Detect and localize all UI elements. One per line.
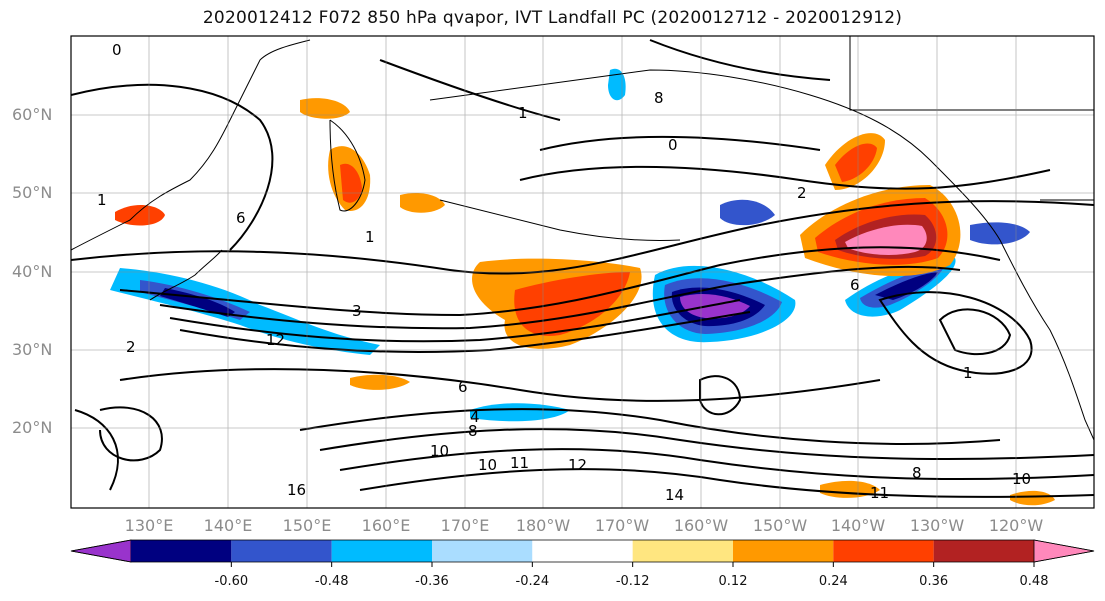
- pos-anomaly-east-asia: [300, 98, 350, 119]
- colorbar-tick-label: -0.12: [615, 574, 650, 589]
- contour-line: [119, 368, 881, 402]
- contour-label: 11: [870, 484, 889, 502]
- contour-label: 6: [236, 209, 246, 227]
- contour-label: 8: [468, 422, 478, 440]
- contour-line: [319, 428, 1094, 461]
- contour-line: [71, 200, 1094, 275]
- contour-label: 1: [518, 104, 528, 122]
- contour-line: [649, 39, 831, 81]
- lon-label: 170°W: [594, 516, 650, 535]
- map-title: 2020012412 F072 850 hPa qvapor, IVT Land…: [202, 8, 903, 28]
- neg-anomaly-coast: [970, 222, 1030, 245]
- plot-frame: [70, 35, 1095, 509]
- pos-anomaly-alaska-core: [835, 143, 877, 182]
- lat-label: 20°N: [12, 418, 53, 437]
- lon-label: 150°W: [752, 516, 808, 535]
- contour-line: [539, 135, 821, 151]
- contour-label: 10: [430, 442, 449, 460]
- contour-line: [699, 375, 742, 416]
- contour-label: 0: [668, 136, 678, 154]
- contour-label: 10: [1012, 470, 1031, 488]
- pos-anomaly-south2: [1010, 490, 1055, 506]
- contour-label: 16: [287, 481, 306, 499]
- lat-label: 30°N: [12, 340, 53, 359]
- lon-label: 140°W: [830, 516, 886, 535]
- lon-label: 120°W: [988, 516, 1044, 535]
- contour-label: 0: [112, 41, 122, 59]
- contour-label: 1: [97, 191, 107, 209]
- pos-anomaly-aleutian: [400, 193, 445, 213]
- contour-label: 2: [126, 338, 136, 356]
- ivt-contours: [71, 39, 1094, 498]
- neg-anomaly-gulf: [720, 199, 775, 226]
- pos-anomaly-subtrop: [350, 374, 410, 390]
- contour-label: 12: [568, 456, 587, 474]
- colorbar-tick-label: 0.48: [1019, 574, 1049, 589]
- coastline-kamchatka: [329, 119, 366, 212]
- neg-anomaly-subtrop: [470, 403, 570, 422]
- contour-label: 6: [850, 276, 860, 294]
- contour-label: 8: [912, 464, 922, 482]
- pos-anomaly-okhotsk: [115, 204, 165, 226]
- contour-line: [519, 165, 1051, 190]
- contour-line: [299, 408, 1001, 445]
- colorbar-tick-label: 0.24: [818, 574, 848, 589]
- coastline-alaska: [429, 69, 1094, 441]
- coastline-aleutians: [439, 199, 681, 242]
- contour-label: 1: [963, 364, 973, 382]
- contour-label: 4: [470, 408, 480, 426]
- contour-line: [359, 468, 1094, 498]
- lat-label: 60°N: [12, 105, 53, 124]
- lon-label: 160°E: [361, 516, 411, 535]
- contour-label: 11: [510, 454, 529, 472]
- lon-label: 160°W: [673, 516, 729, 535]
- contour-label: 8: [654, 89, 664, 107]
- contour-label: 1: [365, 228, 375, 246]
- border-canada: [849, 36, 1094, 111]
- contour-label: 14: [665, 486, 684, 504]
- lat-label: 50°N: [12, 183, 53, 202]
- colorbar-tick-label: -0.36: [415, 574, 449, 589]
- lon-label: 180°W: [515, 516, 571, 535]
- colorbar-tick-label: -0.24: [515, 574, 550, 589]
- coastline-asia: [71, 39, 311, 251]
- lon-label: 140°E: [203, 516, 253, 535]
- colorbar-tick-label: -0.60: [214, 574, 249, 589]
- contour-label: 6: [458, 378, 468, 396]
- lon-label: 150°E: [282, 516, 332, 535]
- contour-line: [938, 308, 1012, 356]
- colorbar-tick-label: 0.36: [919, 574, 949, 589]
- lon-label: 130°W: [909, 516, 965, 535]
- contour-line: [74, 409, 119, 491]
- contour-label: 3: [352, 302, 362, 320]
- coastline-japan: [149, 249, 223, 301]
- contour-line: [71, 83, 274, 251]
- contour-line: [169, 299, 741, 343]
- neg-anomaly-bering: [608, 68, 626, 101]
- graticule: [71, 36, 1094, 508]
- contour-labels: 0 1 1 2 1 3 6 6 2 1 8 10 4 10 11 12 14 1…: [97, 41, 1031, 504]
- contour-line: [339, 448, 1094, 481]
- colorbar-tick-label: 0.12: [718, 574, 748, 589]
- lon-label: 130°E: [124, 516, 174, 535]
- contour-line: [159, 265, 961, 330]
- lat-label: 40°N: [12, 262, 53, 281]
- colorbar-tick-label: -0.48: [314, 574, 349, 589]
- lon-label: 170°E: [440, 516, 490, 535]
- coastlines: [71, 36, 1094, 441]
- contour-line: [878, 291, 1033, 375]
- contour-line: [99, 406, 163, 462]
- neg-anomaly-central-peak: [680, 293, 750, 319]
- contour-label: 10: [478, 456, 497, 474]
- contour-label: 12: [266, 331, 285, 349]
- neg-anomaly-ne-peak: [875, 272, 938, 300]
- contour-label: 2: [797, 184, 807, 202]
- contour-line: [379, 59, 561, 121]
